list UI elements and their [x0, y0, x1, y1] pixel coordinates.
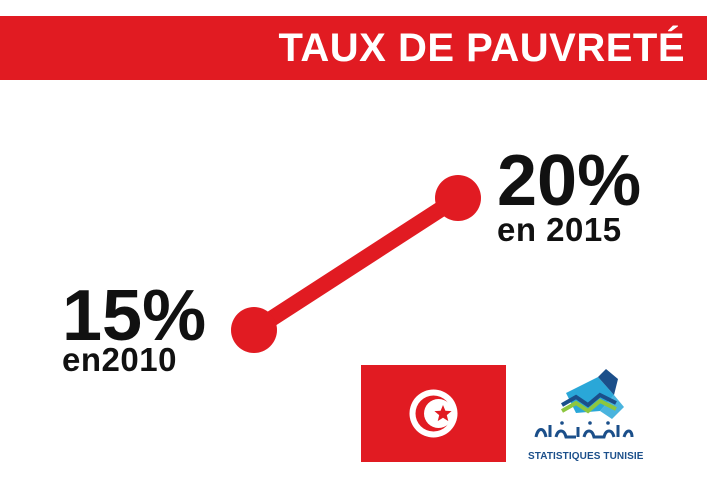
data-point-2015 — [435, 175, 481, 221]
series-line — [246, 190, 466, 338]
tunisia-flag-icon — [361, 365, 506, 462]
title-bar: TAUX DE PAUVRETÉ — [0, 16, 707, 80]
data-point-2010 — [231, 307, 277, 353]
data-label-2010-value: 15% — [62, 276, 207, 356]
data-label-2010-caption: en2010 — [62, 341, 177, 378]
page-title: TAUX DE PAUVRETÉ — [278, 26, 685, 70]
data-label-2015-value: 20% — [497, 141, 642, 221]
data-label-2015-caption: en 2015 — [497, 211, 622, 248]
logo-mark-icon — [534, 369, 634, 439]
logo-caption: STATISTIQUES TUNISIE — [528, 451, 644, 462]
statistiques-tunisie-logo: STATISTIQUES TUNISIE — [528, 365, 644, 465]
